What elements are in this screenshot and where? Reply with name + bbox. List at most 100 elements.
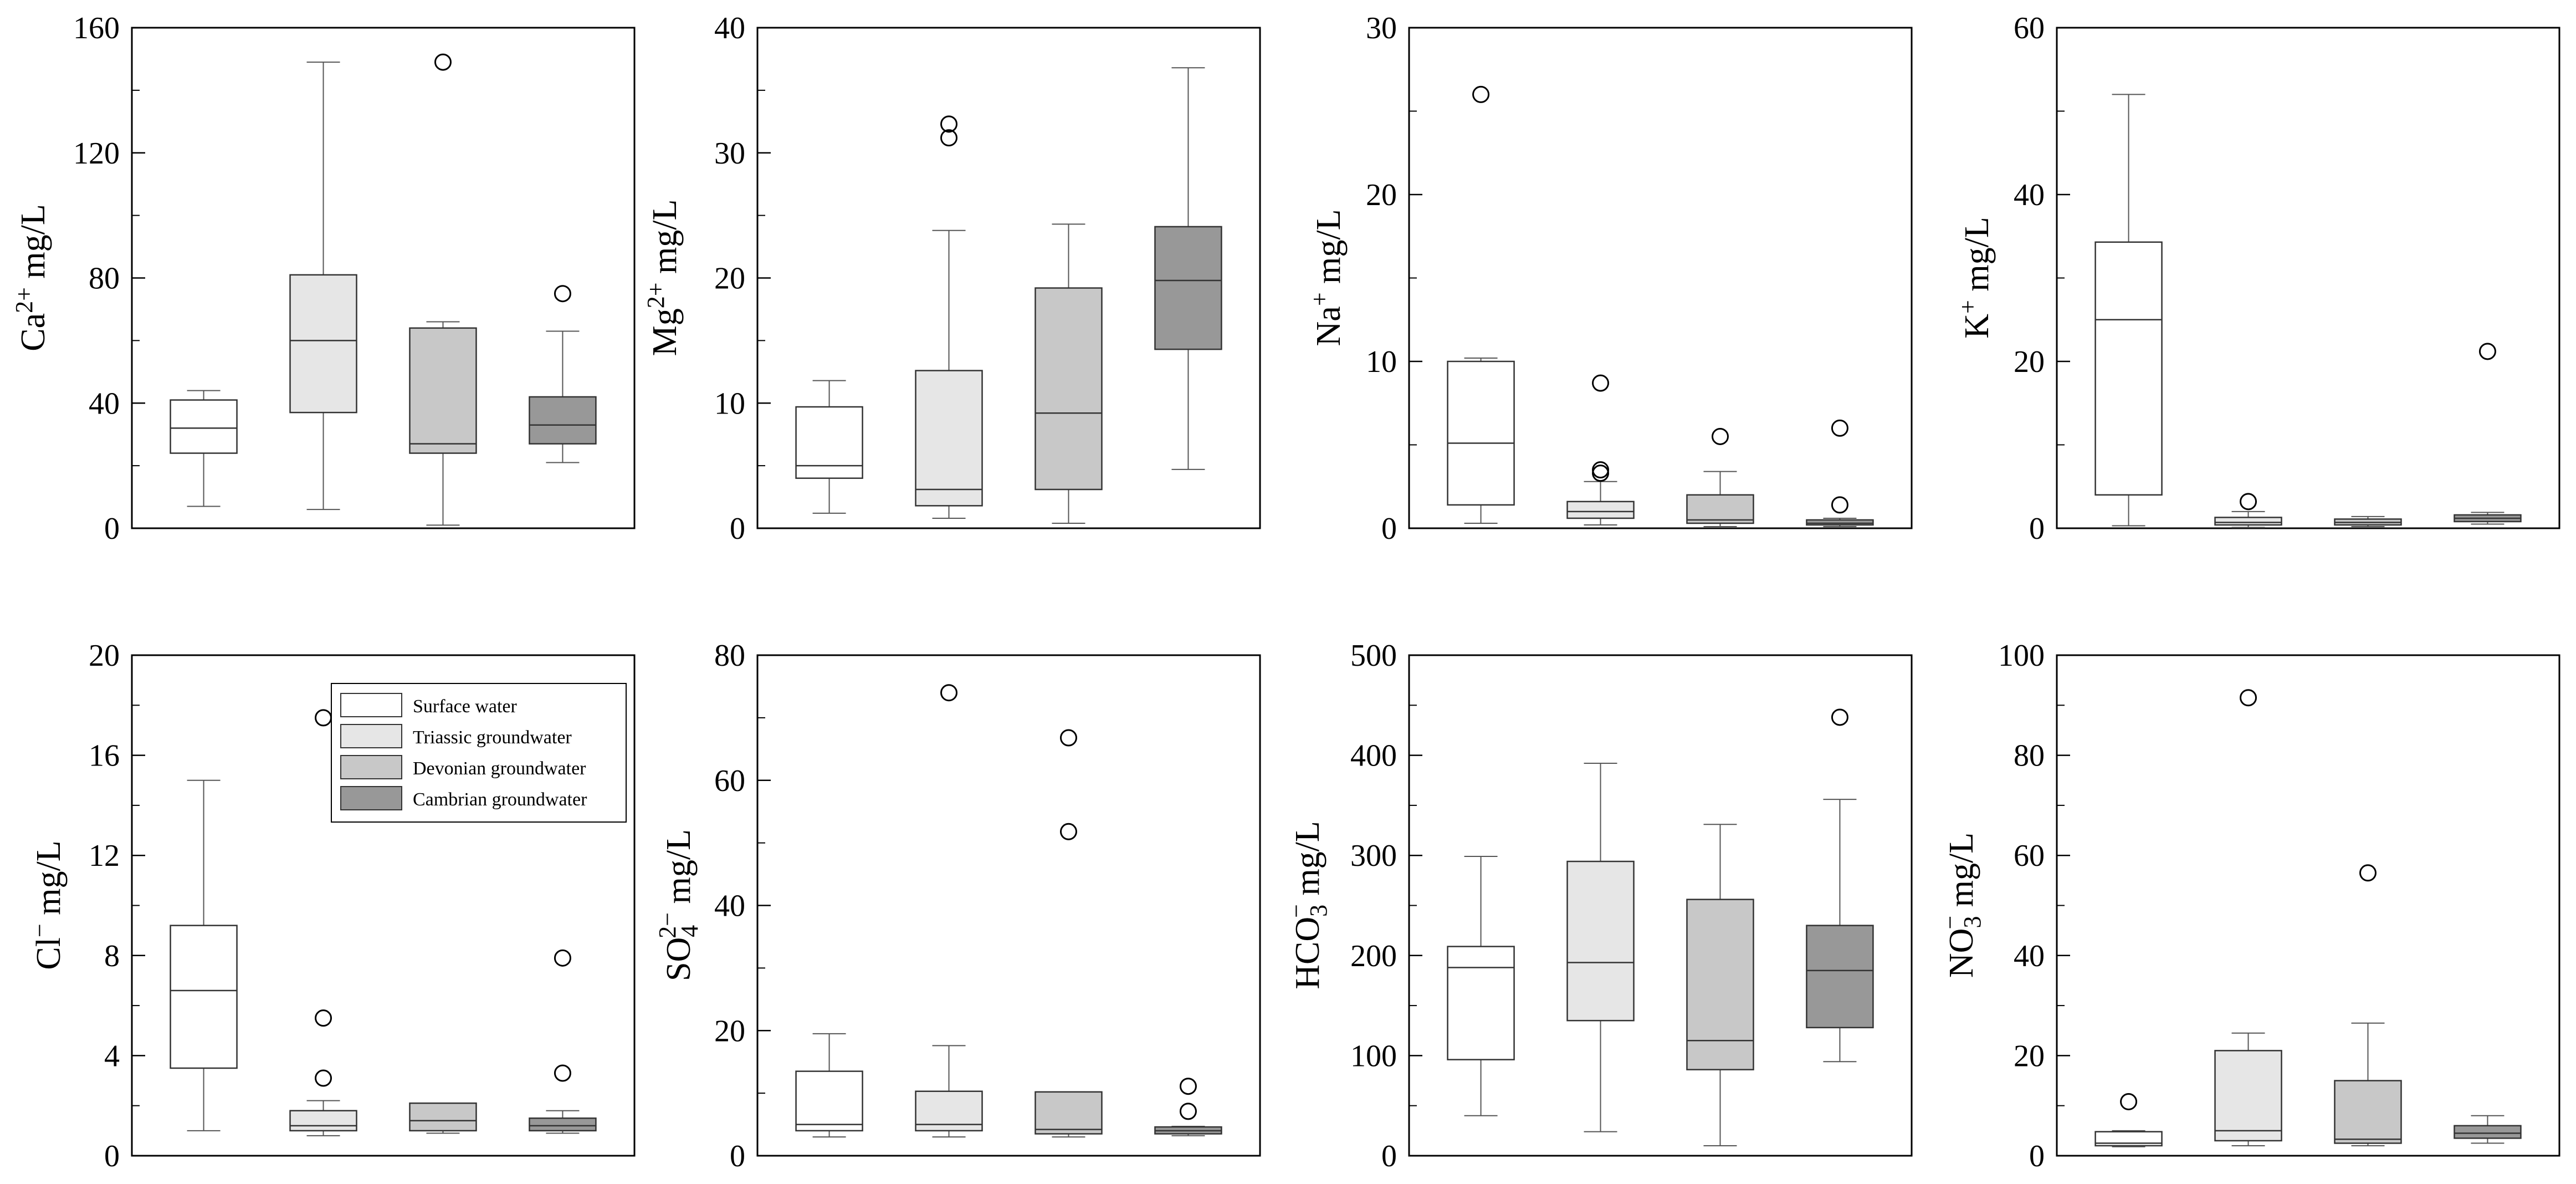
box-surface xyxy=(1447,946,1515,1060)
box-surface xyxy=(795,406,863,479)
boxes xyxy=(170,53,597,526)
y-tick-label: 20 xyxy=(1366,178,1397,212)
y-tick-label: 10 xyxy=(1366,345,1397,379)
panel-calcium: 0 40 80 120 160 Ca2+ mg/L xyxy=(11,11,636,546)
y-tick-label: 12 xyxy=(89,839,120,873)
panel-potassium: 0 20 40 60 K+ mg/L xyxy=(1954,11,2560,546)
y-tick-label: 0 xyxy=(104,1139,120,1173)
y-tick-label: 8 xyxy=(104,939,120,973)
y-tick-label: 0 xyxy=(2029,1139,2045,1173)
boxes xyxy=(795,67,1222,524)
y-axis-label: Cl− mg/L xyxy=(26,840,68,969)
outlier-triassic xyxy=(315,1069,332,1087)
y-tick-label: 0 xyxy=(730,1139,745,1173)
legend-swatch-triassic xyxy=(340,724,402,748)
y-tick-label: 20 xyxy=(2014,1039,2045,1073)
y-tick-label: 40 xyxy=(2014,178,2045,212)
legend-swatch-surface xyxy=(340,693,402,717)
boxes xyxy=(1447,708,1874,1146)
box-triassic xyxy=(915,370,983,507)
outlier-cambrian xyxy=(1831,496,1848,514)
box-devonian xyxy=(1035,1091,1103,1135)
box-surface xyxy=(2094,241,2163,496)
outlier-cambrian xyxy=(554,1064,571,1082)
y-tick-label: 100 xyxy=(1350,1039,1397,1073)
y-tick-label: 80 xyxy=(89,262,120,296)
y-tick-label: 40 xyxy=(714,11,745,45)
y-axis-label: Mg2+ mg/L xyxy=(642,200,684,356)
y-tick-label: 60 xyxy=(2014,11,2045,45)
y-tick-label: 20 xyxy=(89,639,120,673)
y-tick-label: 400 xyxy=(1350,739,1397,773)
boxes xyxy=(1447,85,1874,527)
y-ticks: 0 100 200 300 400 500 xyxy=(1350,639,1422,1173)
legend-swatch-cambrian xyxy=(340,786,402,810)
y-ticks: 0 20 40 60 xyxy=(2014,11,2070,546)
outlier-triassic xyxy=(940,115,958,133)
boxes xyxy=(2094,689,2522,1147)
box-triassic xyxy=(289,274,357,414)
y-ticks: 0 20 40 60 80 xyxy=(714,639,771,1173)
box-triassic xyxy=(1566,860,1635,1022)
plot-frame xyxy=(1408,654,1913,1157)
outlier-triassic xyxy=(315,709,332,727)
panel-chloride: 0 4 8 12 16 20 Cl− mg/L Surface water Triassi… xyxy=(26,639,636,1173)
boxes xyxy=(170,709,597,1136)
outlier-triassic xyxy=(1592,461,1610,479)
y-axis-label: HCO3− mg/L xyxy=(1283,821,1332,989)
box-cambrian xyxy=(1806,519,1874,526)
box-cambrian xyxy=(529,1117,597,1132)
panel-nitrate: 0 20 40 60 80 100 NO3− mg/L xyxy=(1937,639,2560,1173)
y-tick-label: 300 xyxy=(1350,839,1397,873)
y-axis-label: NO3− mg/L xyxy=(1937,833,1986,978)
outlier-triassic xyxy=(1592,465,1610,482)
panel-sulfate: 0 20 40 60 80 SO42− mg/L xyxy=(654,639,1261,1173)
box-surface xyxy=(795,1070,863,1132)
y-tick-label: 20 xyxy=(714,1014,745,1048)
y-axis-label: SO42− mg/L xyxy=(654,829,703,981)
box-triassic xyxy=(289,1110,357,1132)
y-ticks: 0 20 40 60 80 100 xyxy=(1998,639,2070,1173)
y-tick-label: 30 xyxy=(1366,11,1397,45)
outlier-cambrian xyxy=(1179,1078,1197,1095)
box-cambrian xyxy=(2454,1125,2522,1139)
box-devonian xyxy=(409,327,477,454)
y-tick-label: 0 xyxy=(1381,1139,1397,1173)
outlier-surface xyxy=(1472,85,1490,103)
y-ticks: 0 10 20 30 xyxy=(1366,11,1422,546)
box-triassic xyxy=(2214,1050,2282,1142)
y-tick-label: 500 xyxy=(1350,639,1397,673)
box-cambrian xyxy=(1806,925,1874,1029)
y-tick-label: 16 xyxy=(89,739,120,773)
outlier-devonian xyxy=(1711,427,1729,445)
y-tick-label: 4 xyxy=(104,1039,120,1073)
legend-swatch-devonian xyxy=(340,755,402,779)
box-cambrian xyxy=(1154,226,1222,350)
y-axis-label: Ca2+ mg/L xyxy=(11,204,52,351)
y-tick-label: 60 xyxy=(2014,839,2045,873)
outlier-triassic xyxy=(2240,493,2257,511)
plot-frame xyxy=(2056,654,2560,1157)
box-triassic xyxy=(1566,501,1635,519)
y-tick-label: 80 xyxy=(714,639,745,673)
box-surface xyxy=(170,925,238,1069)
box-devonian xyxy=(1686,494,1754,524)
boxes xyxy=(795,684,1222,1138)
outlier-triassic xyxy=(2240,689,2257,707)
boxes xyxy=(2094,94,2522,528)
outlier-cambrian xyxy=(554,285,571,303)
y-tick-label: 120 xyxy=(73,136,120,171)
y-tick-label: 160 xyxy=(73,11,120,45)
outlier-triassic xyxy=(940,129,958,147)
outlier-devonian xyxy=(434,53,452,71)
y-tick-label: 20 xyxy=(2014,345,2045,379)
outlier-cambrian xyxy=(1831,708,1848,726)
box-devonian xyxy=(2334,1080,2402,1144)
outlier-cambrian xyxy=(554,949,571,967)
y-tick-label: 40 xyxy=(89,386,120,421)
outlier-cambrian xyxy=(1831,419,1848,437)
outlier-triassic xyxy=(940,684,958,702)
y-tick-label: 10 xyxy=(714,386,745,421)
legend-label-surface: Surface water xyxy=(413,696,518,717)
